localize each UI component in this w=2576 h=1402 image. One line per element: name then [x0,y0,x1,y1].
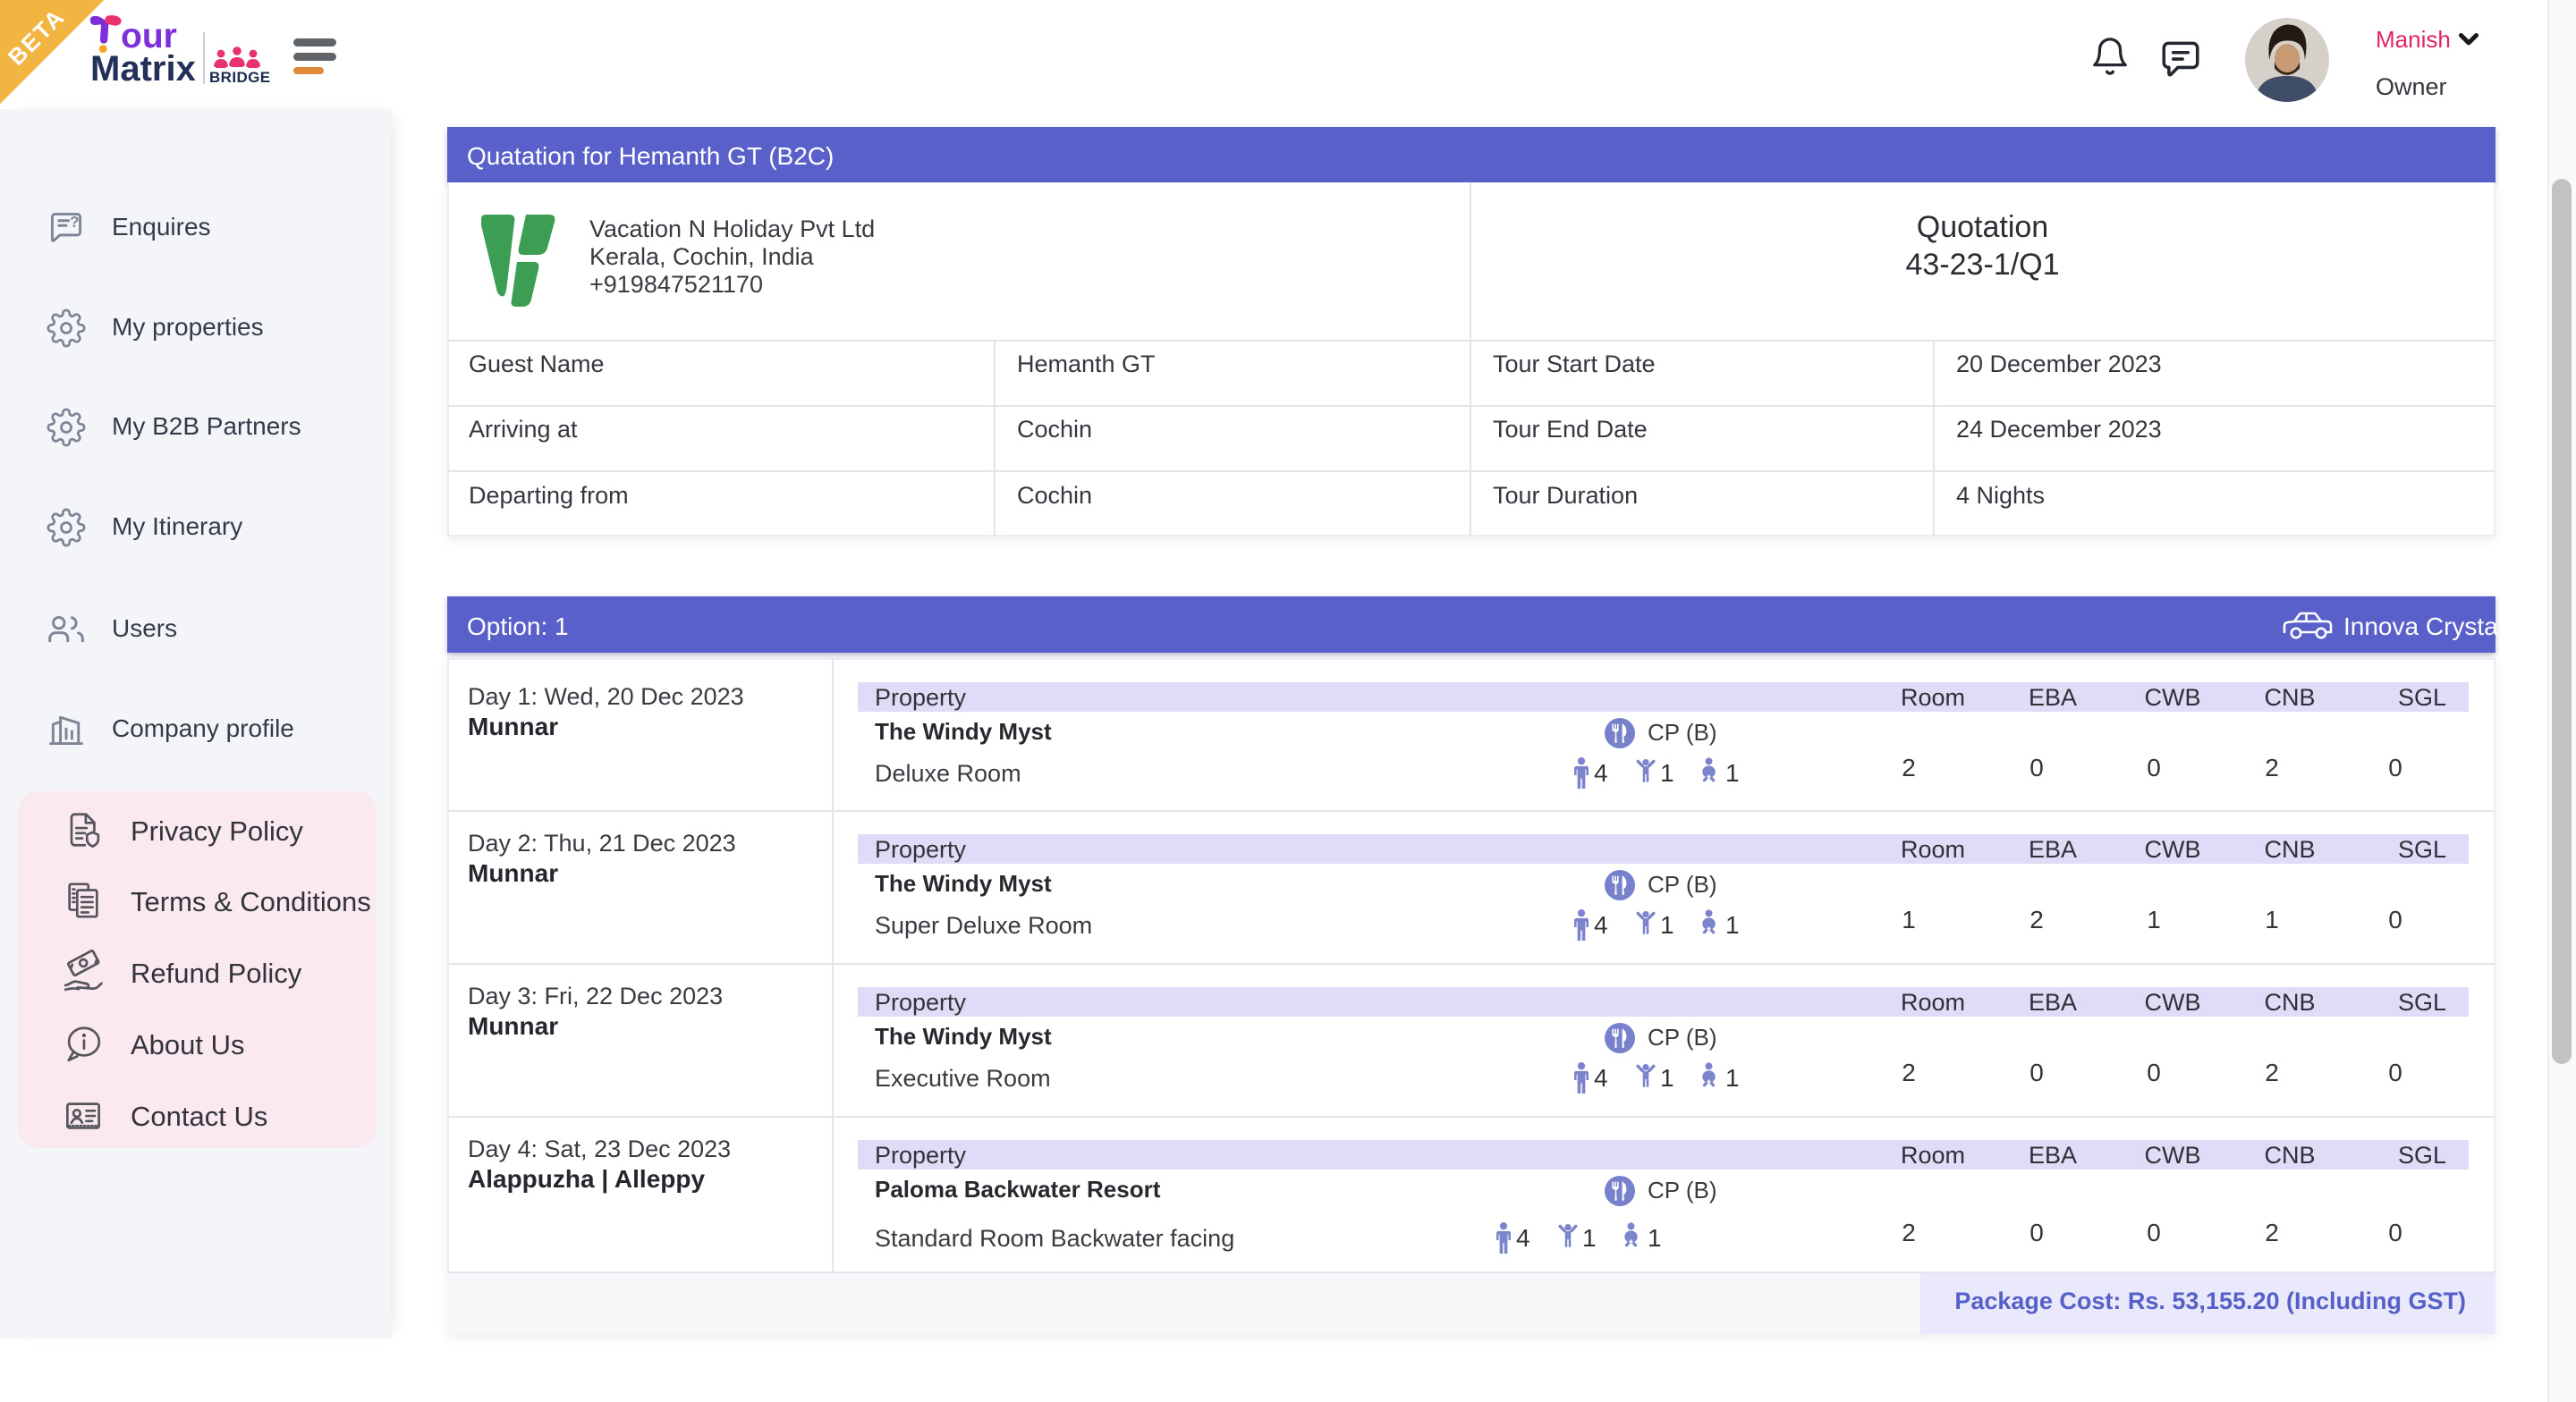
svg-text:?: ? [70,213,80,231]
